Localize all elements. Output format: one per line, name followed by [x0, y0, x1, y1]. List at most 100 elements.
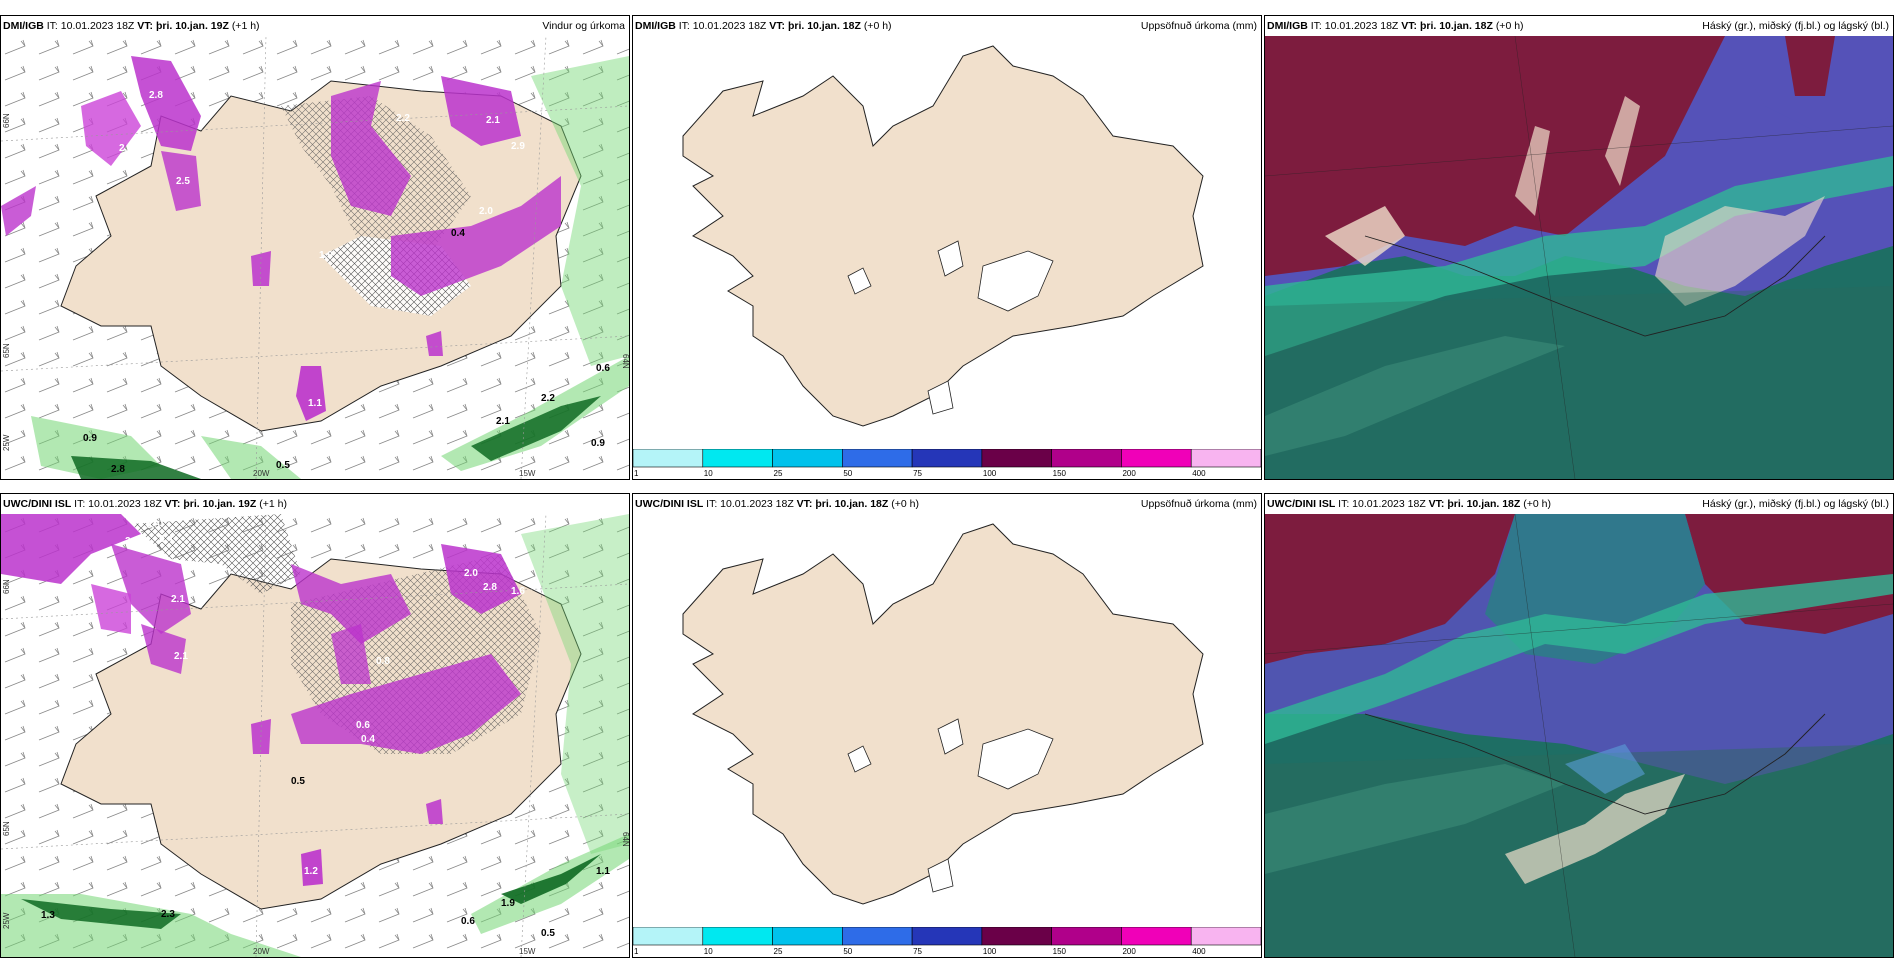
- panel-header: DMI/IGB IT: 10.01.2023 18Z VT: þri. 10.j…: [633, 16, 1261, 36]
- init-time: IT: 10.01.2023 18Z: [46, 20, 135, 32]
- value-label: 0.6: [596, 363, 610, 374]
- value-label: 2.8: [483, 582, 497, 593]
- panel-accum-precip-uwc: UWC/DINI ISL IT: 10.01.2023 18Z VT: þri.…: [632, 493, 1262, 958]
- lead-time: (+0 h): [863, 20, 892, 32]
- lon-tick: 15W: [519, 947, 536, 956]
- value-label: 1.3: [41, 910, 55, 921]
- panel-header: UWC/DINI ISL IT: 10.01.2023 18Z VT: þri.…: [1, 494, 629, 514]
- value-label: 2.1: [496, 416, 510, 427]
- lead-time: (+1 h): [259, 498, 287, 510]
- value-label: 0.5: [291, 776, 305, 787]
- value-label: 2.3: [161, 909, 175, 920]
- colorbar-segment: [702, 449, 773, 468]
- valid-time-label: VT:: [1428, 498, 1445, 510]
- panel-header: UWC/DINI ISL IT: 10.01.2023 18Z VT: þri.…: [633, 494, 1261, 514]
- lat-tick: 65N: [2, 821, 11, 836]
- value-label: 2.1: [486, 115, 500, 126]
- init-time: IT: 10.01.2023 18Z: [1310, 20, 1399, 32]
- panel-accum-precip-dmi: DMI/IGB IT: 10.01.2023 18Z VT: þri. 10.j…: [632, 15, 1262, 480]
- value-label: 0.8: [376, 656, 390, 667]
- valid-time: þri. 10.jan. 18Z: [815, 498, 889, 510]
- valid-time: þri. 10.jan. 19Z: [183, 498, 257, 510]
- value-label: 1.1: [308, 398, 322, 409]
- value-label: 2.2: [125, 536, 139, 547]
- colorbar-tick: 75: [913, 469, 922, 478]
- colorbar-segment: [1051, 927, 1122, 946]
- model-name: UWC/DINI ISL: [635, 498, 704, 510]
- value-label: 0.6: [461, 916, 475, 927]
- model-name: DMI/IGB: [635, 20, 676, 32]
- lead-time: (+1 h): [231, 20, 260, 32]
- lead-time: (+0 h): [1495, 20, 1524, 32]
- valid-time-label: VT:: [796, 498, 813, 510]
- panel-header: UWC/DINI ISL IT: 10.01.2023 18Z VT: þri.…: [1265, 494, 1893, 514]
- lead-time: (+0 h): [891, 498, 919, 510]
- colorbar: 1 10 25 50 75 100 150 200 400: [633, 449, 1261, 479]
- lat-tick: 64N: [621, 832, 629, 847]
- colorbar-segment: [1051, 449, 1122, 468]
- valid-time: þri. 10.jan. 18Z: [787, 20, 861, 32]
- lat-tick: 66N: [2, 579, 11, 594]
- model-name: DMI/IGB: [3, 20, 44, 32]
- value-label: 2.9: [511, 141, 525, 152]
- model-name: DMI/IGB: [1267, 20, 1308, 32]
- panel-title: Háský (gr.), miðský (fj.bl.) og lágský (…: [1702, 498, 1889, 510]
- value-label: 1.0: [319, 250, 333, 261]
- value-label: 0.6: [356, 720, 370, 731]
- colorbar-segment: [842, 927, 913, 946]
- panel-title: Vindur og úrkoma: [542, 20, 625, 32]
- value-label: 2.1: [171, 594, 185, 605]
- value-label: 1.6: [511, 586, 525, 597]
- value-label: 2.2: [396, 113, 410, 124]
- panel-clouds-dmi: DMI/IGB IT: 10.01.2023 18Z VT: þri. 10.j…: [1264, 15, 1894, 480]
- lon-tick: 25W: [2, 434, 11, 451]
- value-label: 2.8: [149, 90, 163, 101]
- colorbar-tick: 1: [634, 947, 639, 956]
- model-name: UWC/DINI ISL: [3, 498, 72, 510]
- init-time: IT: 10.01.2023 18Z: [74, 498, 162, 510]
- value-label: 0.5: [541, 928, 555, 939]
- lead-time: (+0 h): [1523, 498, 1551, 510]
- cloud-cover-map: [1265, 36, 1893, 479]
- value-label: 0.9: [591, 438, 605, 449]
- accum-precip-map: [633, 36, 1261, 448]
- value-label: 2.1: [174, 651, 188, 662]
- colorbar-tick: 150: [1053, 947, 1067, 956]
- value-label: 2.8: [111, 464, 125, 475]
- value-label: 2.5: [176, 176, 190, 187]
- panel-wind-precip-dmi: DMI/IGB IT: 10.01.2023 18Z VT: þri. 10.j…: [0, 15, 630, 480]
- lon-tick: 15W: [519, 469, 536, 478]
- value-label: 1.9: [501, 898, 515, 909]
- colorbar-segment: [633, 927, 704, 946]
- init-time: IT: 10.01.2023 18Z: [706, 498, 794, 510]
- colorbar-tick: 50: [843, 947, 852, 956]
- colorbar-tick: 75: [913, 947, 922, 956]
- value-label: 0.4: [159, 534, 173, 545]
- colorbar-segment: [981, 449, 1052, 468]
- panel-title: Háský (gr.), miðský (fj.bl.) og lágský (…: [1702, 20, 1889, 32]
- colorbar-tick: 25: [774, 469, 783, 478]
- valid-time-label: VT:: [164, 498, 181, 510]
- model-name: UWC/DINI ISL: [1267, 498, 1336, 510]
- colorbar-tick: 25: [774, 947, 783, 956]
- lon-tick: 20W: [253, 947, 270, 956]
- colorbar-segment: [911, 927, 983, 946]
- lat-tick: 65N: [2, 343, 11, 358]
- value-label: 0.5: [146, 520, 160, 531]
- value-label: 2.6: [119, 143, 133, 154]
- valid-time-label: VT:: [137, 20, 154, 32]
- accum-precip-map: [633, 514, 1261, 926]
- valid-time: þri. 10.jan. 19Z: [155, 20, 229, 32]
- colorbar-segment: [1121, 449, 1192, 468]
- valid-time-label: VT:: [769, 20, 786, 32]
- valid-time: þri. 10.jan. 18Z: [1419, 20, 1493, 32]
- colorbar-segment: [842, 449, 913, 468]
- init-time: IT: 10.01.2023 18Z: [1338, 498, 1426, 510]
- colorbar-tick: 100: [983, 469, 997, 478]
- panel-wind-precip-uwc: UWC/DINI ISL IT: 10.01.2023 18Z VT: þri.…: [0, 493, 630, 958]
- colorbar-tick: 1: [634, 469, 639, 478]
- colorbar-segment: [981, 927, 1052, 946]
- wind-precip-map: 2.8 2.6 2.5 2.2 2.1 2.9 2.0 1.0 1.1 0.9 …: [1, 36, 629, 479]
- colorbar-segment: [1190, 927, 1261, 946]
- value-label: 0.5: [276, 460, 290, 471]
